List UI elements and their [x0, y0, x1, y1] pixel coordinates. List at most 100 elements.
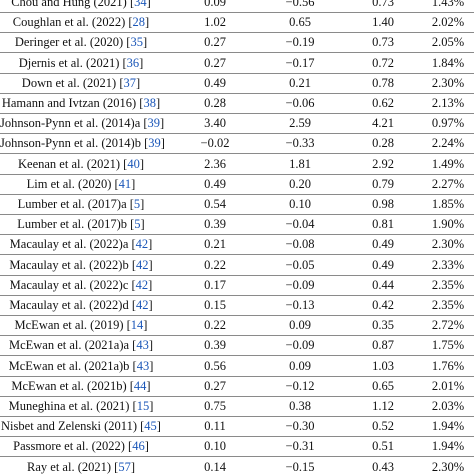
study-name: Johnson-Pynn et al. (2014)b [39] — [0, 136, 165, 151]
ci-upper: 4.21 — [372, 116, 394, 131]
effect-size: 0.11 — [204, 419, 226, 434]
ci-lower: 0.09 — [289, 358, 311, 373]
ci-upper: 0.87 — [372, 338, 394, 353]
ci-lower: −0.17 — [285, 55, 315, 70]
ci-lower: −0.09 — [285, 277, 315, 292]
weight: 2.01% — [431, 378, 465, 393]
effect-size: 0.49 — [204, 176, 226, 191]
ci-upper: 0.73 — [372, 0, 394, 9]
table-row: Lim et al. (2020) [41] 0.49 0.20 0.79 2.27% — [0, 175, 474, 195]
table-row: Hamann and Ivtzan (2016) [38] 0.28 −0.06 0.… — [0, 94, 474, 114]
table-row: Coughlan et al. (2022) [28] 1.02 0.65 1.40 2… — [0, 13, 474, 34]
weight: 2.13% — [431, 96, 465, 110]
ci-upper: 1.40 — [372, 15, 394, 30]
ci-lower: 2.59 — [289, 116, 311, 131]
study-name: Ray et al. (2021) [57] — [27, 459, 135, 474]
study-name: Macaulay et al. (2022)d [42] — [9, 298, 153, 312]
study-name: Lumber et al. (2017)b [5] — [17, 217, 145, 232]
study-name: McEwan et al. (2019) [14] — [14, 318, 148, 333]
effect-size: 0.27 — [204, 55, 226, 70]
ci-upper: 0.52 — [372, 419, 394, 434]
effect-size: 0.39 — [204, 338, 226, 353]
weight: 1.76% — [431, 358, 465, 373]
ci-lower: 0.38 — [289, 399, 311, 413]
table-row: Macaulay et al. (2022)c [42] 0.17 −0.09 0.4… — [0, 276, 474, 296]
table-row: Muneghina et al. (2021) [15] 0.75 0.38 1.12… — [0, 397, 474, 417]
ci-upper: 0.73 — [372, 35, 394, 50]
effect-size: 0.10 — [204, 439, 226, 454]
study-name: Lim et al. (2020) [41] — [26, 176, 136, 191]
effect-size: 0.28 — [204, 96, 226, 110]
weight: 1.75% — [431, 338, 465, 353]
effect-size: 0.56 — [204, 358, 226, 373]
ci-upper: 0.49 — [372, 257, 394, 272]
ci-upper: 1.03 — [372, 358, 394, 373]
ci-upper: 0.62 — [372, 96, 394, 110]
effect-size: 0.15 — [204, 298, 226, 312]
weight: 1.84% — [431, 55, 465, 70]
table-row: McEwan et al. (2021b) [44] 0.27 −0.12 0.65 2… — [0, 377, 474, 397]
ci-upper: 2.92 — [372, 156, 394, 171]
table-row: Johnson-Pynn et al. (2014)a [39] 3.40 2.59… — [0, 114, 474, 135]
weight: 2.35% — [431, 298, 465, 312]
effect-size: −0.02 — [200, 136, 230, 151]
weight: 1.49% — [431, 156, 465, 171]
weight: 1.90% — [431, 217, 465, 232]
ci-lower: −0.12 — [285, 378, 315, 393]
effect-size: 0.22 — [204, 257, 226, 272]
ci-lower: −0.05 — [285, 257, 315, 272]
table-row: Djernis et al. (2021) [36] 0.27 −0.17 0.72 1… — [0, 54, 474, 74]
study-name: McEwan et al. (2021b) [44] — [11, 378, 151, 393]
study-name: McEwan et al. (2021a)a [43] — [8, 338, 154, 353]
table-row: Keenan et al. (2021) [40] 2.36 1.81 2.92 1.4… — [0, 155, 474, 175]
study-name: Nisbet and Zelenski (2011) [45] — [1, 419, 161, 434]
table-row: Johnson-Pynn et al. (2014)b [39] −0.02 −0.… — [0, 134, 474, 155]
ci-upper: 0.72 — [372, 55, 394, 70]
study-name: Down et al. (2021) [37] — [21, 75, 141, 90]
effect-size: 0.75 — [204, 399, 226, 413]
effect-size: 0.14 — [204, 459, 226, 474]
effect-size: 3.40 — [204, 116, 226, 131]
study-name: Keenan et al. (2021) [40] — [18, 156, 144, 171]
study-name: Coughlan et al. (2022) [28] — [12, 15, 150, 30]
effect-size: 0.54 — [204, 197, 226, 211]
table-row: Down et al. (2021) [37] 0.49 0.21 0.78 2.30% — [0, 74, 474, 94]
ci-lower: −0.13 — [285, 298, 315, 312]
ci-upper: 0.98 — [372, 197, 394, 211]
weight: 2.33% — [431, 257, 465, 272]
table-row: Macaulay et al. (2022)b [42] 0.22 −0.05 0.4… — [0, 256, 474, 276]
ci-upper: 0.44 — [372, 277, 394, 292]
ci-lower: −0.56 — [285, 0, 315, 9]
ci-upper: 0.81 — [372, 217, 394, 232]
ci-lower: 0.10 — [289, 197, 311, 211]
ci-upper: 0.42 — [372, 298, 394, 312]
effect-size: 0.17 — [204, 277, 226, 292]
ci-lower: −0.31 — [285, 439, 315, 454]
weight: 1.43% — [431, 0, 465, 9]
effect-size: 0.27 — [204, 35, 226, 50]
ci-upper: 0.28 — [372, 136, 394, 151]
table-row: Lumber et al. (2017)b [5] 0.39 −0.04 0.81 1.… — [0, 215, 474, 236]
weight: 2.03% — [431, 399, 465, 413]
weight: 2.30% — [431, 459, 465, 474]
table-row: Nisbet and Zelenski (2011) [45] 0.11 −0.30… — [0, 417, 474, 438]
weight: 2.02% — [431, 15, 465, 30]
effect-size: 0.09 — [204, 0, 226, 9]
study-name: Muneghina et al. (2021) [15] — [8, 399, 154, 413]
table-row: Chou and Hung (2021) [34] 0.09 −0.56 0.73 1.… — [0, 0, 474, 13]
ci-upper: 0.65 — [372, 378, 394, 393]
effect-size: 0.39 — [204, 217, 226, 232]
ci-upper: 0.79 — [372, 176, 394, 191]
study-name: Hamann and Ivtzan (2016) [38] — [1, 96, 161, 110]
table-row: Ray et al. (2021) [57] 0.14 −0.15 0.43 2.30% — [0, 458, 474, 474]
ci-lower: 0.09 — [289, 318, 311, 333]
weight: 2.24% — [431, 136, 465, 151]
table-row: Macaulay et al. (2022)a [42] 0.21 −0.08 0.4… — [0, 235, 474, 256]
ci-lower: −0.04 — [285, 217, 315, 232]
ci-lower: −0.08 — [285, 237, 315, 252]
table-row: Macaulay et al. (2022)d [42] 0.15 −0.13 0.4… — [0, 296, 474, 316]
effect-size: 2.36 — [204, 156, 226, 171]
effect-size: 0.49 — [204, 75, 226, 90]
study-name: Macaulay et al. (2022)c [42] — [9, 277, 153, 292]
